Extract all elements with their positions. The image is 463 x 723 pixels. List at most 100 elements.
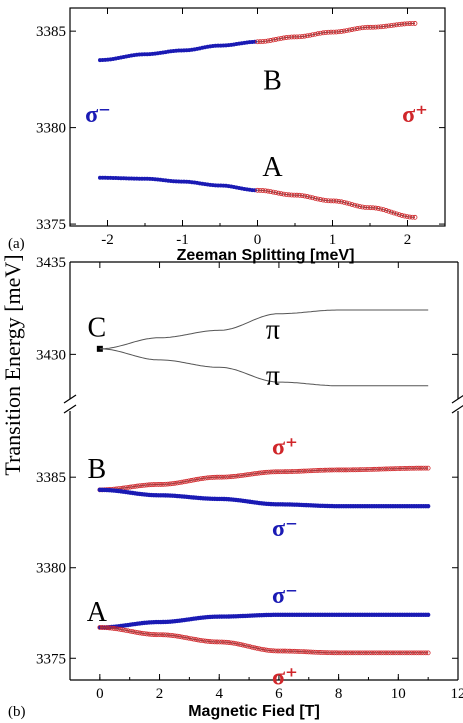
data-point-sigma-plus — [127, 484, 133, 490]
data-point-sigma-plus — [362, 204, 368, 210]
data-point-sigma-plus — [352, 26, 358, 32]
data-point-sigma-plus — [315, 196, 321, 202]
data-point-sigma-plus — [320, 30, 326, 36]
data-point-sigma-plus — [312, 195, 318, 201]
data-point-sigma-plus — [365, 24, 371, 30]
data-point-sigma-plus — [172, 480, 178, 486]
data-point-sigma-plus — [181, 479, 187, 485]
data-point-sigma-plus — [315, 31, 321, 37]
data-point-sigma-plus — [158, 482, 164, 487]
series-label: π — [266, 361, 280, 392]
data-point-sigma-plus — [163, 481, 168, 487]
data-point-sigma-plus — [374, 466, 379, 472]
y-tick-label: 3380 — [36, 561, 66, 577]
data-point-sigma-plus — [111, 626, 117, 631]
data-point-sigma-plus — [362, 650, 368, 656]
data-point-sigma-plus — [306, 468, 311, 474]
data-point-sigma-plus — [310, 468, 316, 474]
data-point-sigma-plus — [392, 650, 398, 656]
data-point-sigma-plus — [289, 469, 295, 474]
data-point-sigma-plus — [120, 627, 126, 633]
data-point-sigma-plus — [188, 636, 194, 642]
data-point-sigma-plus — [193, 637, 199, 642]
data-point-sigma-plus — [97, 625, 103, 630]
data-point-sigma-plus — [202, 638, 208, 644]
data-point-sigma-plus — [233, 641, 239, 646]
data-point-sigma-plus — [370, 205, 376, 211]
data-point-sigma-plus — [132, 483, 138, 489]
data-point-sigma-plus — [409, 21, 415, 26]
data-point-sigma-plus — [354, 203, 360, 209]
data-point-sigma-plus — [144, 482, 150, 488]
data-point-sigma-plus — [302, 33, 308, 39]
y-axis-label: Transition Energy [meV] — [0, 254, 25, 475]
data-point-sigma-plus — [235, 641, 241, 647]
data-point-sigma-plus — [151, 632, 157, 637]
data-point-sigma-plus — [328, 198, 334, 204]
data-point-sigma-plus — [395, 466, 401, 472]
data-point-sigma-plus — [219, 639, 225, 645]
data-point-sigma-plus — [177, 480, 182, 485]
data-point-sigma-plus — [375, 206, 381, 211]
data-point-sigma-plus — [320, 197, 326, 203]
data-point-sigma-plus — [270, 648, 276, 654]
data-point-sigma-plus — [276, 190, 281, 196]
data-point-sigma-plus — [416, 650, 422, 656]
fit-line — [100, 177, 416, 218]
data-point-sigma-plus — [134, 630, 140, 635]
data-point-sigma-plus — [369, 650, 375, 656]
data-point-sigma-plus — [263, 647, 269, 653]
data-point-sigma-plus — [195, 637, 201, 643]
data-point-sigma-plus — [257, 39, 263, 45]
data-point-sigma-plus — [360, 25, 365, 31]
data-point-sigma-plus — [360, 650, 365, 656]
data-point-sigma-plus — [341, 467, 347, 473]
data-point-sigma-plus — [282, 648, 288, 654]
data-point-sigma-plus — [291, 192, 297, 198]
data-point-sigma-plus — [320, 467, 326, 473]
data-point-sigma-plus — [376, 650, 382, 656]
data-point-sigma-plus — [381, 466, 386, 472]
data-point-sigma-plus — [132, 629, 138, 635]
data-point-sigma-plus — [202, 475, 208, 481]
data-point-sigma-plus — [394, 211, 400, 217]
data-point-sigma-plus — [207, 639, 213, 644]
data-point-sigma-plus — [399, 213, 405, 218]
data-point-sigma-plus — [376, 466, 382, 472]
data-point-sigma-plus — [385, 466, 391, 472]
data-point-sigma-plus — [278, 191, 284, 197]
data-point-sigma-plus — [205, 475, 211, 481]
data-point-sigma-plus — [252, 645, 258, 651]
data-point-sigma-plus — [245, 643, 250, 649]
data-point-sigma-plus — [102, 625, 107, 630]
data-point-sigma-plus — [127, 628, 133, 634]
data-point-sigma-plus — [362, 25, 368, 30]
series-label: B — [88, 454, 107, 485]
data-point-sigma-plus — [273, 648, 279, 654]
data-point-sigma-plus — [364, 650, 370, 656]
data-point-sigma-plus — [170, 633, 175, 638]
data-point-sigma-plus — [266, 469, 272, 475]
data-point-sigma-plus — [179, 479, 185, 485]
data-point-sigma-plus — [333, 198, 339, 204]
data-point-sigma-plus — [268, 38, 274, 43]
data-point-sigma-plus — [242, 643, 248, 648]
data-point-sigma-plus — [397, 650, 403, 656]
panel-a-frame — [69, 7, 446, 227]
data-point-sigma-plus — [151, 482, 157, 487]
data-point-sigma-plus — [268, 469, 274, 475]
data-point-sigma-plus — [355, 467, 361, 473]
data-point-sigma-plus — [259, 646, 265, 652]
data-point-sigma-plus — [339, 29, 344, 34]
data-point-sigma-plus — [221, 474, 227, 480]
data-point-sigma-plus — [294, 192, 300, 198]
data-point-sigma-plus — [207, 475, 213, 481]
data-point-sigma-plus — [167, 481, 173, 487]
data-point-sigma-plus — [291, 34, 297, 40]
data-point-sigma-plus — [301, 468, 307, 474]
data-point-sigma-plus — [343, 467, 349, 473]
data-point-sigma-plus — [344, 200, 350, 206]
data-point-sigma-plus — [106, 625, 112, 631]
data-point-sigma-plus — [378, 206, 384, 212]
axis-break-mark — [63, 394, 77, 404]
